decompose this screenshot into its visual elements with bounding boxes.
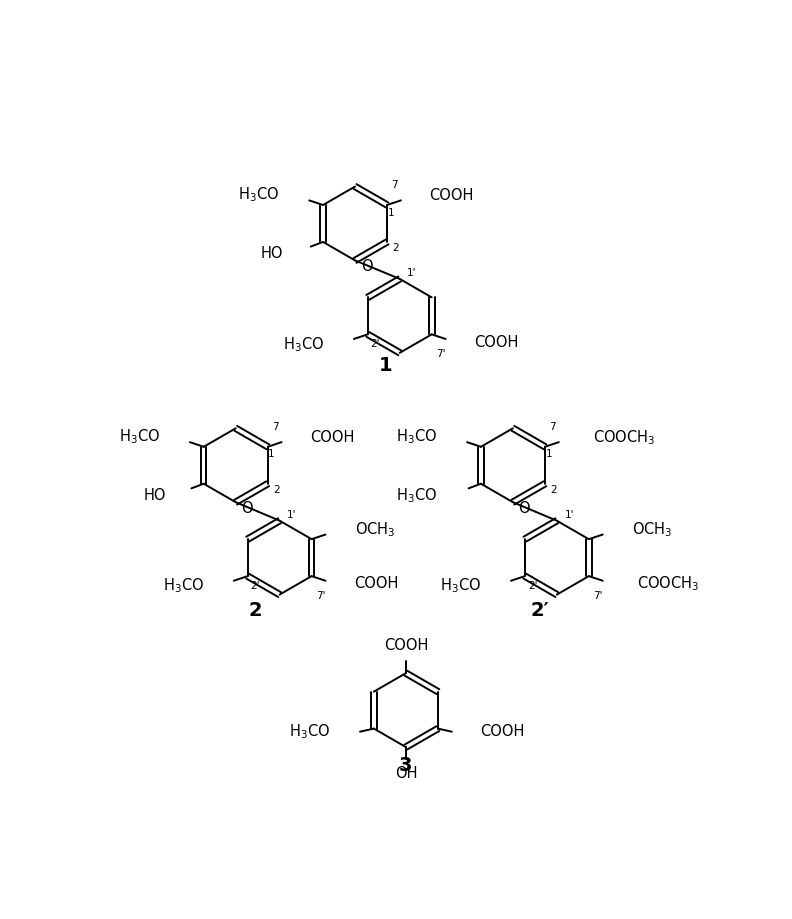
Text: HO: HO (261, 246, 283, 261)
Text: H$_3$CO: H$_3$CO (238, 186, 280, 204)
Text: O: O (361, 259, 372, 274)
Text: 7': 7' (436, 349, 446, 359)
Text: H$_3$CO: H$_3$CO (283, 335, 324, 354)
Text: 1: 1 (387, 208, 394, 218)
Text: 7: 7 (550, 422, 556, 432)
Text: OCH$_3$: OCH$_3$ (355, 520, 395, 539)
Text: 1': 1' (565, 509, 574, 519)
Text: 2: 2 (550, 485, 557, 495)
Text: COOH: COOH (480, 724, 524, 739)
Text: 7: 7 (272, 422, 279, 432)
Text: HO: HO (143, 488, 166, 503)
Text: O: O (241, 501, 253, 516)
Text: 1: 1 (546, 449, 552, 460)
Text: 2': 2' (371, 339, 380, 349)
Text: 2': 2' (250, 581, 260, 591)
Text: 7: 7 (391, 180, 398, 190)
Text: H$_3$CO: H$_3$CO (440, 577, 481, 596)
Text: COOH: COOH (383, 638, 428, 652)
Text: OCH$_3$: OCH$_3$ (632, 520, 672, 539)
Text: 2: 2 (392, 244, 399, 253)
Text: COOH: COOH (474, 335, 519, 349)
Text: COOCH$_3$: COOCH$_3$ (638, 574, 699, 593)
Text: 7': 7' (316, 591, 326, 601)
Text: O: O (518, 501, 530, 516)
Text: 7': 7' (593, 591, 603, 601)
Text: 2: 2 (273, 485, 280, 495)
Text: H$_3$CO: H$_3$CO (162, 577, 204, 596)
Text: 1': 1' (407, 267, 417, 278)
Text: COOH: COOH (310, 430, 355, 445)
Text: OH: OH (394, 766, 417, 781)
Text: 1: 1 (268, 449, 275, 460)
Text: H$_3$CO: H$_3$CO (119, 427, 160, 446)
Text: 3: 3 (399, 756, 413, 775)
Text: 2': 2' (527, 581, 537, 591)
Text: COOH: COOH (429, 188, 474, 203)
Text: H$_3$CO: H$_3$CO (396, 427, 437, 446)
Text: COOH: COOH (354, 576, 398, 591)
Text: H$_3$CO: H$_3$CO (289, 722, 330, 741)
Text: COOCH$_3$: COOCH$_3$ (593, 428, 656, 447)
Text: 1': 1' (287, 509, 297, 519)
Text: 1: 1 (379, 356, 393, 375)
Text: 2′: 2′ (531, 600, 550, 619)
Text: 2: 2 (248, 600, 262, 619)
Text: H$_3$CO: H$_3$CO (396, 486, 437, 505)
